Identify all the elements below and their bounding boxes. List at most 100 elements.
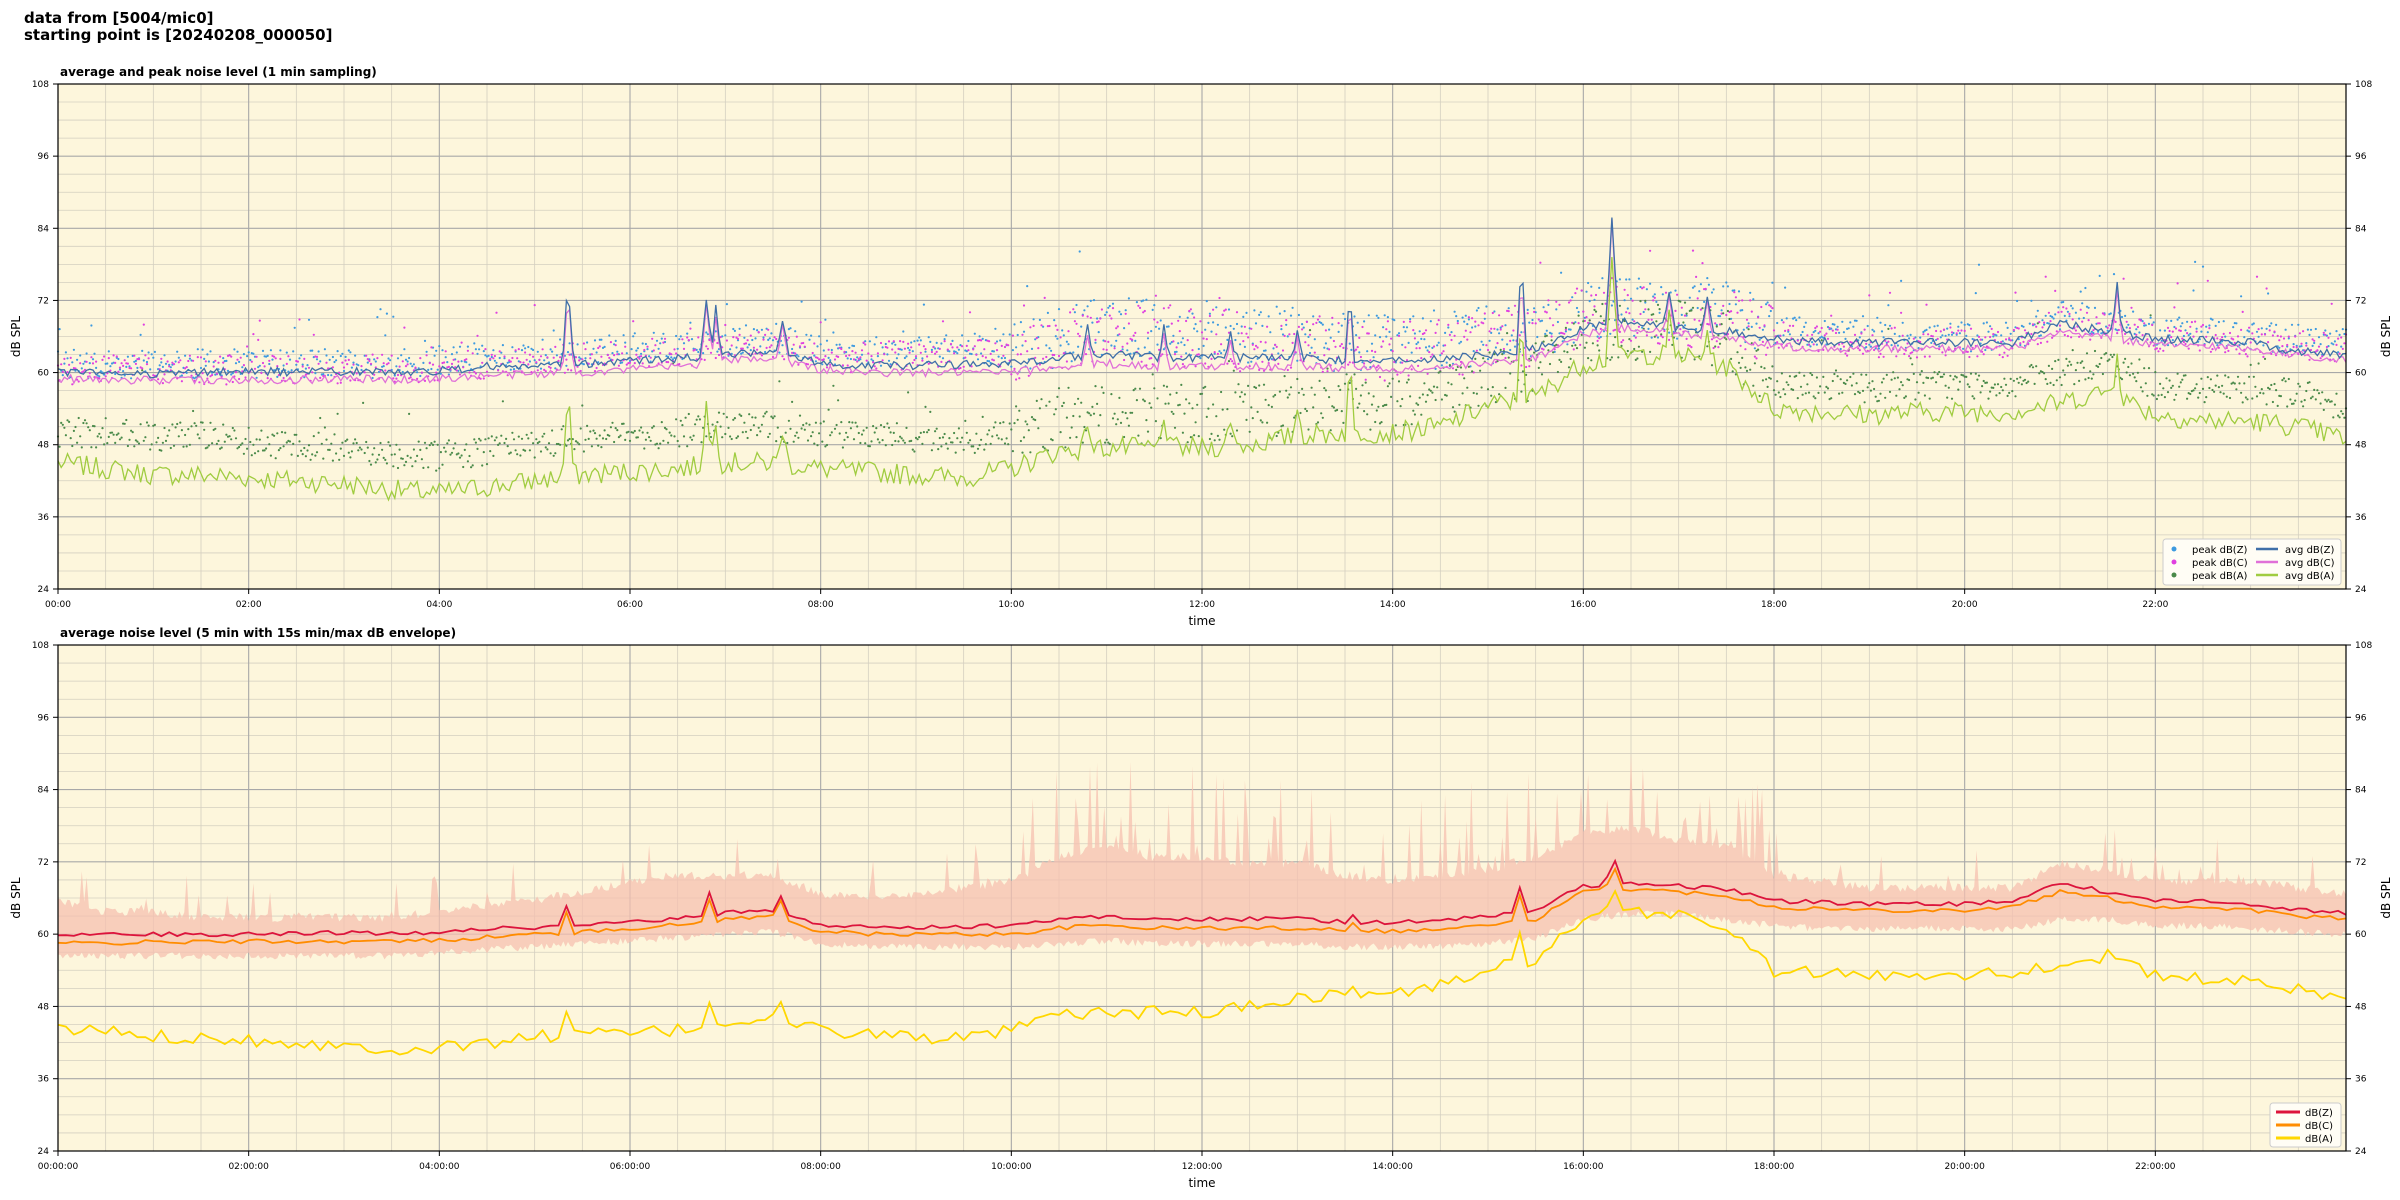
scatter-point — [1992, 333, 1995, 336]
scatter-point — [1766, 346, 1769, 349]
scatter-point — [2329, 332, 2332, 335]
scatter-point — [549, 366, 552, 369]
scatter-point — [1957, 325, 1960, 328]
scatter-point — [147, 357, 150, 360]
scatter-point — [481, 361, 484, 364]
scatter-point — [1819, 336, 1822, 339]
scatter-point — [1151, 363, 1154, 366]
scatter-point — [103, 443, 106, 446]
scatter-point — [360, 365, 363, 368]
scatter-point — [1164, 402, 1167, 405]
scatter-point — [1685, 337, 1688, 340]
scatter-point — [180, 429, 183, 432]
scatter-point — [697, 415, 700, 418]
scatter-point — [2159, 382, 2162, 385]
scatter-point — [2297, 382, 2300, 385]
scatter-point — [1123, 327, 1126, 330]
scatter-point — [355, 363, 358, 366]
scatter-point — [1560, 271, 1563, 274]
scatter-point — [1069, 436, 1072, 439]
scatter-point — [419, 357, 422, 360]
scatter-point — [852, 344, 856, 348]
scatter-point — [1277, 362, 1280, 365]
scatter-point — [1776, 380, 1779, 383]
scatter-point — [530, 431, 533, 434]
scatter-point — [2300, 345, 2303, 348]
scatter-point — [1869, 389, 1872, 392]
scatter-point — [609, 341, 613, 344]
scatter-point — [873, 343, 876, 346]
scatter-point — [568, 437, 571, 441]
scatter-point — [1718, 342, 1722, 345]
scatter-point — [452, 447, 455, 450]
scatter-point — [2317, 336, 2321, 339]
scatter-point — [2267, 386, 2270, 389]
scatter-point — [1320, 412, 1323, 415]
scatter-point — [112, 354, 115, 357]
scatter-point — [1143, 400, 1146, 403]
scatter-point — [1227, 360, 1231, 363]
scatter-point — [675, 352, 678, 355]
scatter-point — [98, 377, 101, 380]
scatter-point — [2047, 311, 2050, 314]
scatter-point — [122, 370, 125, 373]
scatter-point — [1749, 299, 1752, 302]
scatter-point — [209, 350, 212, 353]
scatter-point — [1558, 303, 1561, 306]
scatter-point — [999, 339, 1002, 342]
scatter-point — [2292, 343, 2295, 346]
scatter-point — [1769, 377, 1772, 380]
scatter-point — [110, 431, 114, 434]
scatter-point — [2187, 347, 2190, 350]
scatter-point — [865, 426, 868, 429]
scatter-point — [1096, 402, 1099, 405]
scatter-point — [1639, 312, 1642, 316]
scatter-point — [1467, 316, 1470, 319]
scatter-series-peak-db-c- — [56, 249, 2348, 386]
scatter-point — [735, 436, 738, 440]
scatter-point — [941, 357, 945, 360]
scatter-point — [2195, 327, 2198, 330]
scatter-point — [678, 445, 681, 448]
scatter-point — [1760, 305, 1763, 309]
scatter-point — [339, 447, 342, 450]
scatter-point — [729, 435, 732, 438]
scatter-point — [225, 383, 228, 386]
scatter-point — [2016, 377, 2019, 380]
scatter-point — [1002, 421, 1005, 424]
scatter-point — [1639, 300, 1642, 303]
scatter-point — [91, 362, 95, 365]
scatter-point — [1471, 326, 1474, 329]
scatter-point — [201, 372, 204, 375]
scatter-point — [204, 360, 207, 363]
scatter-point — [172, 444, 176, 447]
scatter-point — [803, 345, 806, 348]
scatter-point — [466, 460, 469, 463]
scatter-point — [1397, 380, 1401, 383]
scatter-point — [1475, 392, 1478, 395]
scatter-point — [1118, 310, 1121, 313]
scatter-point — [1116, 418, 1119, 421]
scatter-point — [768, 337, 771, 340]
scatter-point — [522, 361, 525, 364]
scatter-point — [2138, 331, 2141, 334]
scatter-point — [1806, 334, 1809, 337]
scatter-point — [1181, 431, 1184, 434]
scatter-point — [2238, 352, 2241, 355]
scatter-point — [887, 359, 891, 362]
scatter-point — [2044, 314, 2047, 317]
scatter-point — [2236, 335, 2240, 338]
scatter-point — [220, 446, 223, 449]
scatter-point — [1787, 383, 1790, 386]
scatter-point — [743, 336, 746, 339]
scatter-point — [325, 354, 328, 357]
scatter-point — [266, 354, 269, 357]
scatter-point — [910, 341, 913, 344]
scatter-point — [751, 416, 754, 419]
scatter-point — [236, 350, 239, 353]
scatter-point — [581, 404, 584, 407]
scatter-point — [346, 438, 349, 441]
scatter-point — [325, 361, 328, 364]
scatter-point — [762, 336, 765, 339]
scatter-point — [1944, 354, 1947, 357]
